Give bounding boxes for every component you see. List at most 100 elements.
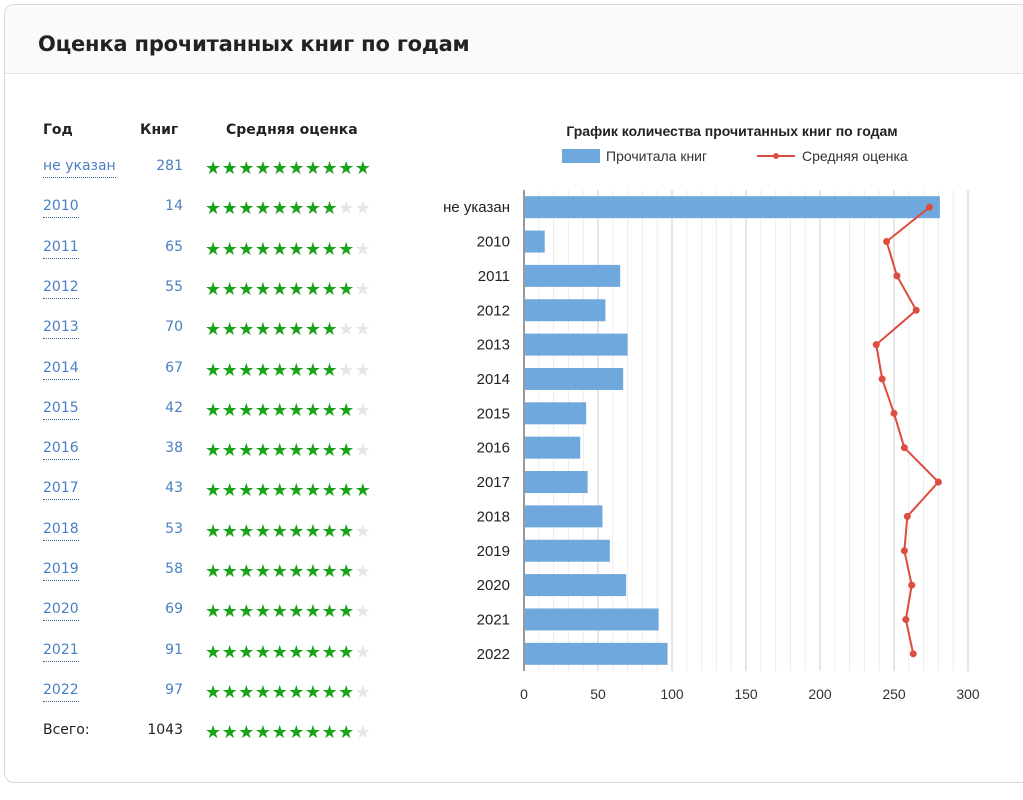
star-filled-icon: ★ [254, 480, 272, 502]
rating-stars: ★★★★★★★★★★ [205, 160, 371, 178]
star-empty-icon: ★ [354, 198, 372, 220]
star-filled-icon: ★ [254, 601, 272, 623]
star-filled-icon: ★ [205, 722, 222, 744]
star-empty-icon: ★ [354, 681, 372, 703]
star-filled-icon: ★ [338, 158, 355, 179]
star-filled-icon: ★ [288, 359, 305, 381]
star-filled-icon: ★ [238, 480, 255, 502]
star-filled-icon: ★ [304, 319, 322, 341]
star-filled-icon: ★ [271, 158, 289, 179]
star-filled-icon: ★ [238, 722, 255, 744]
year-link[interactable]: 2014 [43, 360, 79, 380]
star-filled-icon: ★ [254, 158, 272, 179]
star-filled-icon: ★ [221, 238, 239, 260]
star-filled-icon: ★ [205, 480, 222, 502]
star-filled-icon: ★ [304, 198, 322, 220]
rating-stars: ★★★★★★★★★★ [205, 238, 371, 260]
rating-stars: ★★★★★★★★★★ [205, 321, 371, 339]
star-filled-icon: ★ [354, 158, 372, 179]
star-filled-icon: ★ [354, 480, 372, 502]
book-count: 42 [165, 399, 183, 416]
year-link[interactable]: 2011 [43, 239, 79, 259]
star-empty-icon: ★ [354, 722, 372, 744]
star-filled-icon: ★ [271, 399, 289, 421]
star-filled-icon: ★ [205, 520, 222, 542]
year-link[interactable]: 2010 [43, 198, 79, 219]
star-filled-icon: ★ [304, 561, 322, 582]
year-link[interactable]: 2018 [43, 521, 79, 541]
bar-2014 [525, 367, 624, 390]
bar-2018 [525, 505, 603, 528]
star-filled-icon: ★ [304, 359, 322, 381]
year-link[interactable]: 2012 [43, 279, 79, 299]
category-label: 2020 [477, 577, 510, 594]
star-filled-icon: ★ [254, 278, 272, 300]
chart-line [872, 203, 942, 658]
rating-point [883, 238, 891, 246]
year-link[interactable]: 2021 [43, 642, 79, 662]
legend-swatch-bars [562, 149, 600, 163]
year-link[interactable]: 2013 [43, 319, 79, 340]
rating-point [872, 341, 880, 349]
rating-stars: ★★★★★★★★★★ [205, 399, 371, 421]
year-link[interactable]: 2017 [43, 480, 79, 501]
rating-stars: ★★★★★★★★★★ [205, 641, 371, 663]
card-title: Оценка прочитанных книг по годам [38, 32, 470, 56]
col-header-count: Книг [140, 122, 179, 138]
category-label: 2015 [477, 405, 510, 422]
star-filled-icon: ★ [205, 278, 222, 300]
star-filled-icon: ★ [238, 399, 255, 421]
rating-stars: ★★★★★★★★★★ [205, 442, 371, 460]
star-filled-icon: ★ [205, 440, 222, 462]
star-filled-icon: ★ [271, 480, 289, 502]
rating-point [912, 306, 920, 314]
category-label: 2014 [477, 371, 510, 388]
star-empty-icon: ★ [338, 319, 355, 341]
category-label: 2021 [477, 611, 510, 628]
book-count: 97 [165, 681, 183, 698]
x-tick-label: 200 [808, 686, 832, 702]
legend-label-bars: Прочитала книг [606, 148, 707, 164]
star-filled-icon: ★ [205, 319, 222, 341]
star-filled-icon: ★ [254, 561, 272, 582]
star-filled-icon: ★ [221, 520, 239, 542]
star-filled-icon: ★ [271, 561, 289, 582]
rating-point [934, 478, 942, 486]
category-label: 2011 [478, 268, 510, 285]
star-filled-icon: ★ [288, 480, 305, 502]
year-link[interactable]: 2020 [43, 601, 79, 622]
star-filled-icon: ★ [304, 601, 322, 623]
year-link[interactable]: 2022 [43, 682, 79, 702]
star-filled-icon: ★ [238, 641, 255, 663]
rating-point [900, 547, 908, 555]
bar-2021 [525, 608, 659, 631]
category-label: 2013 [477, 337, 510, 354]
star-filled-icon: ★ [271, 278, 289, 300]
year-link[interactable]: 2019 [43, 561, 79, 581]
star-filled-icon: ★ [205, 158, 222, 179]
total-label: Всего: [43, 722, 90, 739]
rating-point [909, 650, 917, 658]
star-filled-icon: ★ [254, 681, 272, 703]
star-filled-icon: ★ [271, 238, 289, 260]
rating-point [890, 409, 898, 417]
year-link[interactable]: 2016 [43, 440, 79, 461]
bar-2022 [525, 642, 668, 665]
star-filled-icon: ★ [254, 440, 272, 462]
x-tick-label: 0 [520, 686, 528, 702]
rating-stars: ★★★★★★★★★★ [205, 563, 371, 581]
star-filled-icon: ★ [238, 238, 255, 260]
star-filled-icon: ★ [254, 198, 272, 220]
star-filled-icon: ★ [304, 158, 322, 179]
star-filled-icon: ★ [221, 601, 239, 623]
bar-2019 [525, 539, 610, 562]
category-label: 2012 [477, 302, 510, 319]
year-link[interactable]: не указан [43, 158, 116, 178]
star-filled-icon: ★ [321, 278, 339, 300]
card-header [5, 5, 1023, 74]
star-filled-icon: ★ [338, 641, 355, 663]
star-filled-icon: ★ [221, 278, 239, 300]
year-link[interactable]: 2015 [43, 400, 79, 420]
star-filled-icon: ★ [254, 399, 272, 421]
star-filled-icon: ★ [321, 641, 339, 663]
